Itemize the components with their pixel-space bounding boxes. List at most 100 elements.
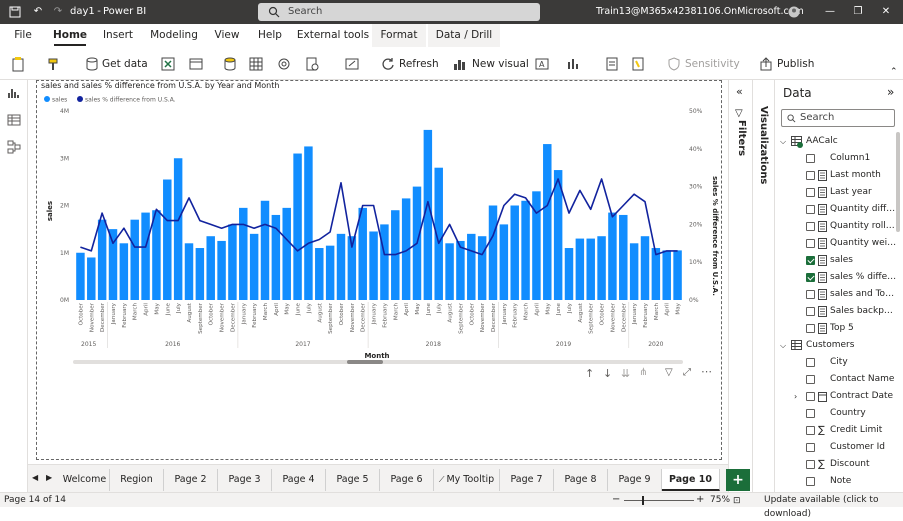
sales-bar[interactable] [434,167,443,300]
sales-bar[interactable] [249,233,259,300]
field-item[interactable]: Top 5 [775,320,897,337]
page-tab[interactable]: Page 3 [218,469,272,491]
sales-bar[interactable] [195,248,205,300]
visualizations-pane[interactable]: Visualizations [752,80,774,492]
collapse-filters-icon[interactable]: « [736,85,743,98]
report-view-icon[interactable] [7,86,21,100]
drill-up-icon[interactable]: ↑ [585,367,595,380]
page-tab[interactable]: Page 7 [500,469,554,491]
sales-bar[interactable] [347,236,357,300]
sales-bar[interactable] [543,144,552,300]
more-options-icon[interactable]: ⋯ [701,365,712,378]
field-item[interactable]: sales [775,252,897,269]
chevron-down-icon[interactable]: ⌵ [780,341,787,350]
sales-bar[interactable] [325,245,335,300]
filters-pane[interactable]: « ▽ Filters [728,80,752,492]
data-scrollbar[interactable] [896,132,900,232]
visualizations-label[interactable]: Visualizations [758,106,769,185]
tab-insert[interactable]: Insert [102,29,134,41]
sales-bar[interactable] [467,233,476,300]
sales-bar[interactable] [510,205,519,301]
dataset-icon[interactable] [188,56,204,72]
sales-bar[interactable] [358,207,367,300]
sales-bar[interactable] [380,224,389,300]
field-checkbox[interactable] [806,256,815,265]
sales-bar[interactable] [184,243,194,300]
refresh-icon[interactable] [380,56,396,72]
tab-file[interactable]: File [14,29,32,41]
field-checkbox[interactable] [806,290,815,299]
field-checkbox[interactable] [806,307,815,316]
sales-bar[interactable] [499,224,509,300]
field-item[interactable]: ∑ Discount [775,456,897,473]
new-measure-icon[interactable] [604,56,620,72]
field-item[interactable]: City [775,354,897,371]
page-tab[interactable]: Page 6 [380,469,434,491]
table-view-icon[interactable] [7,113,21,127]
sales-bar[interactable] [575,238,585,300]
field-checkbox[interactable] [806,222,815,231]
restore-icon[interactable]: ❐ [853,6,863,17]
sales-bar[interactable] [488,205,498,301]
page-tab[interactable]: Welcome [60,469,110,491]
sales-bar[interactable] [239,207,248,300]
field-checkbox[interactable] [806,426,815,435]
more-visuals-icon[interactable] [566,56,582,72]
transform-data-icon[interactable] [344,56,360,72]
sales-bar[interactable] [271,214,281,300]
field-checkbox[interactable] [806,239,815,248]
field-item[interactable]: Sales backpack [775,303,897,320]
page-tab[interactable]: Page 10 [662,469,720,491]
field-checkbox[interactable] [806,477,815,486]
field-item[interactable]: Quantity rollin... [775,218,897,235]
tab-scroll-right-icon[interactable]: ▶ [46,473,53,482]
expand-next-level-icon[interactable]: ⋔ [639,367,648,378]
field-checkbox[interactable] [806,460,815,469]
sales-bar[interactable] [119,243,129,300]
recent-sources-icon[interactable] [304,56,320,72]
chevron-down-icon[interactable]: ⌵ [780,137,787,146]
field-item[interactable]: Country [775,405,897,422]
page-tab[interactable]: ⟋ My Tooltip [434,469,500,491]
sales-bar[interactable] [608,212,617,300]
redo-icon[interactable]: ↷ [53,6,63,17]
page-tab[interactable]: Page 2 [164,469,218,491]
close-icon[interactable]: ✕ [881,6,891,17]
sales-bar[interactable] [651,248,661,300]
sales-bar[interactable] [206,236,215,300]
get-data-icon[interactable] [84,56,100,72]
sales-bar[interactable] [456,240,465,300]
avatar[interactable] [786,0,802,24]
sales-bar[interactable] [87,257,96,300]
save-icon[interactable] [6,0,24,24]
sales-bar[interactable] [97,219,107,300]
sales-bar[interactable] [553,170,563,300]
field-item[interactable]: sales and Top 5... [775,286,897,303]
text-box-icon[interactable]: A [534,56,550,72]
minimize-icon[interactable]: — [825,6,835,17]
field-item[interactable]: Quantity weigh... [775,235,897,252]
field-checkbox[interactable] [806,409,815,418]
account-name[interactable]: Train13@M365x42381106.OnMicrosoft.com [596,6,804,17]
field-item[interactable]: Column1 [775,150,897,167]
sales-bar[interactable] [586,238,595,300]
tab-format[interactable]: Format [372,24,426,47]
page-tab[interactable]: Region [110,469,164,491]
sales-bar[interactable] [76,252,85,300]
data-search-input[interactable]: Search [781,109,895,127]
publish-icon[interactable] [758,56,774,72]
sales-bar[interactable] [629,243,639,300]
update-available-link[interactable]: Update available (click to download) [764,495,879,519]
dataverse-icon[interactable] [276,56,292,72]
tab-modeling[interactable]: Modeling [150,29,198,41]
quick-measure-icon[interactable] [630,56,646,72]
excel-icon[interactable] [160,56,176,72]
field-checkbox[interactable] [806,358,815,367]
undo-icon[interactable]: ↶ [33,6,43,17]
title-search-box[interactable]: Search [258,3,540,21]
field-checkbox[interactable] [806,171,815,180]
combo-chart-visual[interactable]: sales and sales % difference from U.S.A.… [36,80,722,460]
zoom-out-icon[interactable]: − [612,494,621,505]
field-item[interactable]: › Contract Date [775,388,897,405]
sales-bar[interactable] [640,236,650,300]
